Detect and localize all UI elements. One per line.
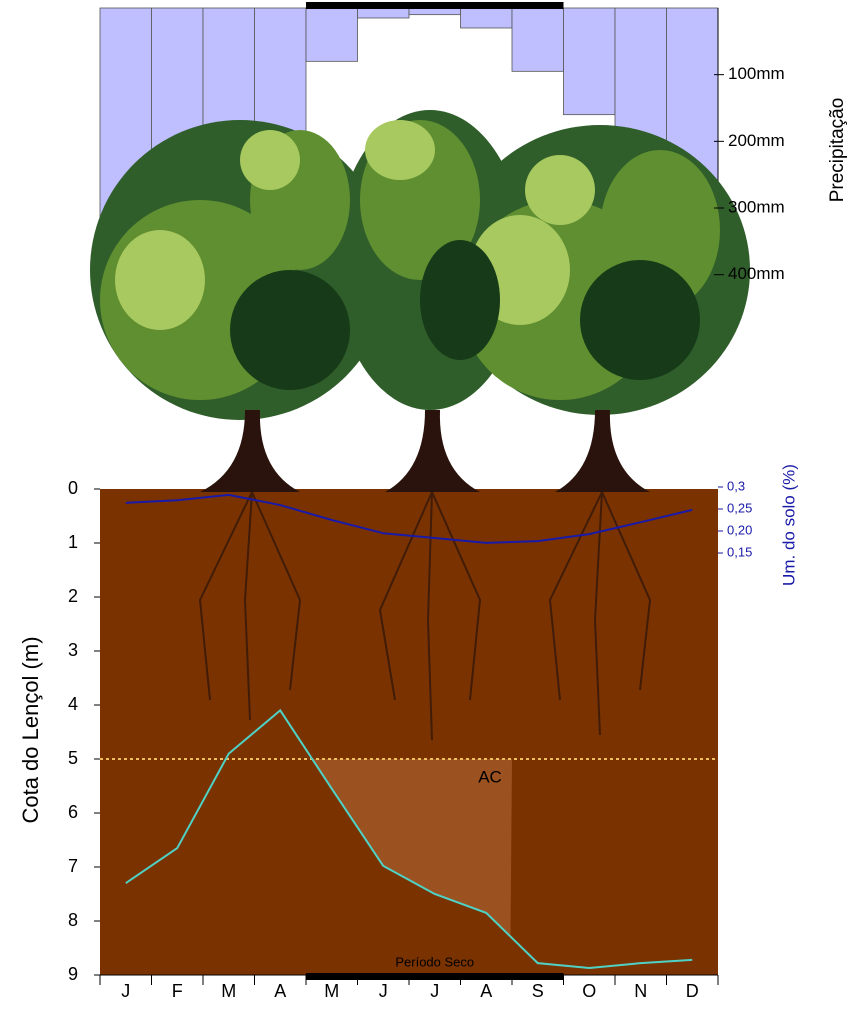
y-tick-label: 400mm <box>728 264 785 283</box>
y-tick-label: 8 <box>68 910 78 930</box>
x-tick-label: J <box>379 981 388 1001</box>
y-tick-label: 300mm <box>728 197 785 216</box>
x-tick-label: J <box>430 981 439 1001</box>
precip-bar <box>563 7 616 116</box>
ac-label: AC <box>478 767 502 786</box>
line-series <box>125 493 693 544</box>
x-tick-label: M <box>221 981 236 1001</box>
x-tick-label: F <box>172 981 183 1001</box>
x-tick-label: D <box>686 981 699 1001</box>
y-tick-label: 0 <box>68 478 78 498</box>
y2-tick-label: 0,20 <box>727 522 752 537</box>
line-series <box>125 708 693 969</box>
y2-tick-label: 0,15 <box>727 544 752 559</box>
soil <box>100 489 718 975</box>
plot-layer: 100mm 200mm 300mm 400mm 0 1 2 3 4 5 6 7 8 9 J F M A M J J A S O… <box>68 2 785 1001</box>
x-tick-label: O <box>582 981 596 1001</box>
x-tick-label: J <box>121 981 130 1001</box>
y-tick-label: 5 <box>68 748 78 768</box>
x-tick-label: N <box>634 981 647 1001</box>
y-tick-label: 2 <box>68 586 78 606</box>
precip-bar <box>511 7 564 72</box>
y-tick-label: 200mm <box>728 131 785 150</box>
y-tick-label: 100mm <box>728 64 785 83</box>
y-tick-label: 4 <box>68 694 78 714</box>
precip-bar <box>305 7 358 62</box>
y-tick-label: 1 <box>68 532 78 552</box>
precip-bar <box>357 7 410 19</box>
dry-period-bottom <box>306 973 564 980</box>
precip-bar <box>460 7 513 29</box>
water-axis-title: Cota do Lençol (m) <box>18 636 43 823</box>
y2-tick-label: 0,3 <box>727 478 745 493</box>
x-tick-label: M <box>324 981 339 1001</box>
x-tick-label: S <box>532 981 544 1001</box>
y-tick-label: 3 <box>68 640 78 660</box>
dry-period-label: Período Seco <box>395 954 474 969</box>
moisture-axis-title: Um. do solo (%) <box>779 464 798 586</box>
trunks <box>200 410 650 492</box>
y2-tick-label: 0,25 <box>727 500 752 515</box>
precip-bar <box>614 7 667 142</box>
ac-area <box>312 759 512 937</box>
dry-period-top <box>306 2 564 9</box>
x-tick-label: A <box>274 981 286 1001</box>
precip-axis-title: Precipitação <box>827 98 848 203</box>
y-tick-label: 7 <box>68 856 78 876</box>
trees <box>90 110 750 420</box>
roots <box>198 491 652 741</box>
y-tick-label: 9 <box>68 964 78 984</box>
y-tick-label: 6 <box>68 802 78 822</box>
x-tick-label: A <box>480 981 492 1001</box>
